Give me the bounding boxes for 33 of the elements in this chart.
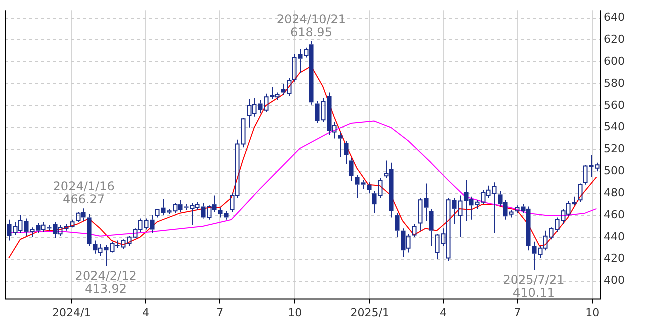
- candlestick: [338, 132, 343, 158]
- annotation: 2024/1/16 466.27: [53, 180, 115, 207]
- y-tick-label: 440: [604, 230, 625, 244]
- y-tick-label: 560: [604, 98, 625, 112]
- candlestick: [395, 212, 400, 238]
- candlestick: [87, 214, 92, 247]
- x-tick-label: 7: [216, 306, 224, 320]
- candlestick: [578, 183, 583, 203]
- y-tick-label: 480: [604, 186, 625, 200]
- y-tick-label: 600: [604, 54, 625, 68]
- annotation: 2024/10/21 618.95: [276, 12, 346, 40]
- y-tick-label: 420: [604, 252, 625, 266]
- candlestick: [367, 182, 372, 194]
- x-tick-label: 4: [142, 306, 150, 320]
- y-tick-label: 460: [604, 208, 625, 222]
- x-tick-label: 2024/1: [52, 306, 92, 320]
- annotation: 2025/7/21 410.11: [503, 273, 565, 300]
- y-tick-label: 520: [604, 142, 625, 156]
- annotation: 2024/2/12 413.92: [75, 269, 137, 296]
- y-tick-label: 640: [604, 11, 625, 24]
- x-tick-label: 4: [440, 306, 448, 320]
- x-tick-label: 10: [586, 306, 600, 320]
- y-tick-label: 620: [604, 33, 625, 46]
- x-tick-label: 10: [288, 306, 302, 320]
- y-tick-label: 580: [604, 76, 625, 90]
- x-tick-label: 7: [514, 306, 522, 320]
- candlestick: [349, 158, 354, 182]
- y-tick-label: 540: [604, 120, 625, 134]
- candlestick: [429, 208, 434, 247]
- candlestick: [344, 140, 349, 165]
- y-tick-label: 400: [604, 274, 625, 288]
- x-tick-label: 2025/1: [350, 306, 390, 320]
- y-tick-label: 500: [604, 164, 625, 178]
